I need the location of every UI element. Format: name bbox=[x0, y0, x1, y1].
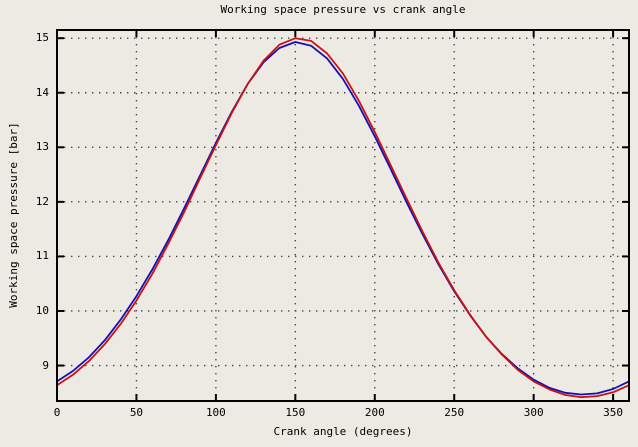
x-tick-label: 150 bbox=[285, 406, 306, 419]
y-tick-label: 14 bbox=[35, 85, 49, 99]
y-tick-label: 10 bbox=[35, 303, 49, 317]
y-tick-label: 11 bbox=[35, 249, 49, 263]
plot-title: Working space pressure vs crank angle bbox=[220, 3, 466, 16]
y-tick-label: 13 bbox=[35, 140, 49, 154]
blue-curve bbox=[56, 41, 630, 396]
x-tick-label: 250 bbox=[444, 406, 465, 419]
x-axis-label: Crank angle (degrees) bbox=[273, 425, 413, 438]
y-tick-label: 9 bbox=[42, 358, 49, 372]
x-tick-label: 50 bbox=[129, 406, 144, 419]
x-tick-label: 0 bbox=[53, 406, 61, 419]
x-tick-label: 100 bbox=[205, 406, 226, 419]
red-curve bbox=[56, 37, 630, 399]
x-tick-label: 300 bbox=[523, 406, 544, 419]
x-tick-label: 350 bbox=[603, 406, 624, 419]
x-tick-label: 200 bbox=[364, 406, 385, 419]
y-tick-label: 15 bbox=[35, 31, 49, 45]
y-tick-label: 12 bbox=[35, 194, 49, 208]
